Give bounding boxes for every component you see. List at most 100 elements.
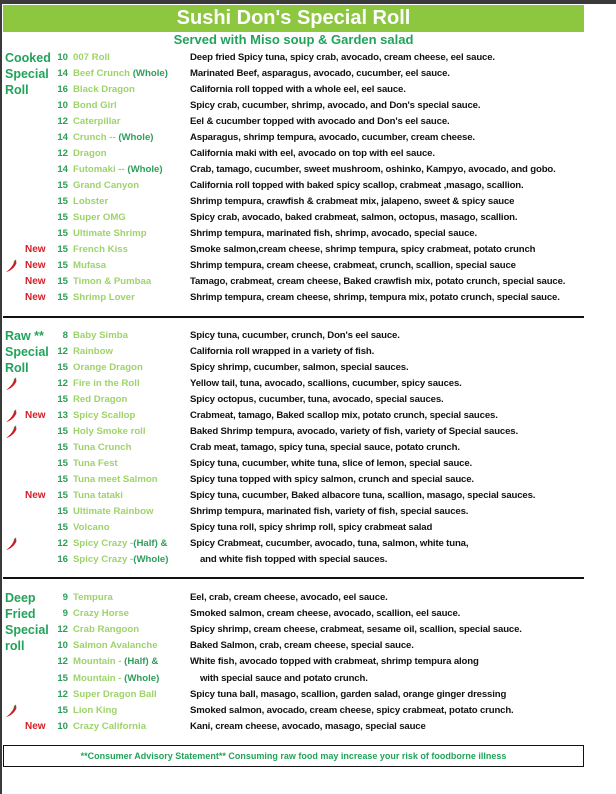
new-badge: New <box>25 244 46 255</box>
item-name: Mufasa <box>73 258 106 274</box>
menu-item: 9 Crazy Horse Smoked salmon, cream cheese,… <box>0 606 600 622</box>
item-name-text: Grand Canyon <box>73 180 140 191</box>
item-description: Crab meat, tamago, spicy tuna, special s… <box>190 442 460 453</box>
chili-pepper-icon <box>4 409 18 423</box>
item-name: 007 Roll <box>73 50 110 66</box>
item-description: Kani, cream cheese, avocado, masago, spe… <box>190 720 426 732</box>
item-price: 15 <box>57 196 68 207</box>
menu-item: 15 Tuna Fest Spicy tuna, cucumber, white t… <box>0 456 600 472</box>
item-price: 15 <box>57 490 68 501</box>
item-price: 15 <box>57 212 68 223</box>
item-size: (Half) & <box>133 538 168 549</box>
item-name-text: Rainbow <box>73 346 113 357</box>
item-name: Spicy Crazy -(Whole) <box>73 552 168 568</box>
menu-item: 10 Salmon Avalanche Baked Salmon, crab, cr… <box>0 638 600 654</box>
item-price: 8 <box>62 330 68 341</box>
new-badge: New <box>25 260 46 271</box>
item-description: California roll wrapped in a variety of … <box>190 346 375 357</box>
item-description: Asparagus, shrimp tempura, avocado, cucu… <box>190 132 475 143</box>
item-description: California roll topped with a whole eel,… <box>190 84 406 95</box>
item-price: 12 <box>57 624 68 636</box>
item-price: 15 <box>57 704 68 716</box>
item-description: with special sauce and potato crunch. <box>200 672 368 684</box>
item-name: Spicy Crazy -(Half) & <box>73 536 167 552</box>
menu-item: 10 Bond Girl Spicy crab, cucumber, shrimp,… <box>0 98 600 114</box>
item-description: Spicy Crabmeat, cucumber, avocado, tuna,… <box>190 538 469 549</box>
chili-pepper-icon <box>4 704 18 718</box>
item-price: 9 <box>62 608 68 620</box>
item-price: 15 <box>57 180 68 191</box>
section-label: Cooked <box>5 51 51 65</box>
item-name: Crazy Horse <box>73 606 129 622</box>
item-description: White fish, avocado topped with crabmeat… <box>190 656 479 668</box>
item-name-text: Volcano <box>73 522 110 533</box>
item-name: Tuna Fest <box>73 456 118 472</box>
item-description: Spicy crab, avocado, baked crabmeat, sal… <box>190 212 518 223</box>
item-price: 15 <box>57 672 68 684</box>
menu-item: New 15 French Kiss Smoke salmon,cream chees… <box>0 242 600 258</box>
item-description: Spicy tuna roll, spicy shrimp roll, spic… <box>190 522 433 533</box>
item-price: 15 <box>57 394 68 405</box>
item-name-text: Lion King <box>73 704 118 716</box>
item-name: Tuna Crunch <box>73 440 131 456</box>
menu-item: 16 Spicy Crazy -(Whole) and white fish top… <box>0 552 600 568</box>
item-description: California maki with eel, avocado on top… <box>190 148 435 159</box>
item-description: Shrimp tempura, cream cheese, crabmeat, … <box>190 260 516 271</box>
item-name: Volcano <box>73 520 110 536</box>
item-price: 16 <box>57 554 68 565</box>
item-price: 15 <box>57 362 68 373</box>
item-price: 12 <box>57 148 68 159</box>
item-price: 10 <box>57 720 68 732</box>
item-name: Super Dragon Ball <box>73 687 157 703</box>
menu-item: 14 Crunch -- (Whole) Asparagus, shrimp tem… <box>0 130 600 146</box>
section-label: roll <box>5 639 25 653</box>
menu-item: New 10 Crazy California Kani, cream cheese,… <box>0 719 600 735</box>
item-name: Crazy California <box>73 719 146 735</box>
item-name: Timon & Pumbaa <box>73 274 151 290</box>
item-description: Baked Salmon, crab, cream cheese, specia… <box>190 640 414 652</box>
chili-pepper-icon <box>4 537 18 551</box>
item-name: Ultimate Rainbow <box>73 504 154 520</box>
chili-pepper-icon <box>4 259 18 273</box>
new-badge: New <box>25 276 46 287</box>
item-price: 10 <box>57 52 68 63</box>
menu-item: New 15 Shrimp Lover Shrimp tempura, cream c… <box>0 290 600 306</box>
window-frame <box>0 0 616 4</box>
item-name: Salmon Avalanche <box>73 638 158 654</box>
item-description: Spicy tuna, cucumber, crunch, Don's eel … <box>190 330 400 341</box>
menu-item: 12 Fire in the Roll Yellow tail, tuna, avo… <box>0 376 600 392</box>
menu-item: 15 Ultimate Rainbow Shrimp tempura, marina… <box>0 504 600 520</box>
menu-item: 15 Tuna meet Salmon Spicy tuna topped with… <box>0 472 600 488</box>
item-name-text: 007 Roll <box>73 52 110 63</box>
item-name-text: Mountain - <box>73 656 125 668</box>
item-name-text: Holy Smoke roll <box>73 426 146 437</box>
item-price: 15 <box>57 522 68 533</box>
item-price: 15 <box>57 458 68 469</box>
menu-item: 15 Super OMG Spicy crab, avocado, baked cr… <box>0 210 600 226</box>
item-size: (Whole) <box>132 68 168 79</box>
item-description: Baked Shrimp tempura, avocado, variety o… <box>190 426 519 437</box>
section-divider <box>3 577 584 579</box>
item-name: Grand Canyon <box>73 178 139 194</box>
menu-item: New 15 Timon & Pumbaa Tamago, crabmeat, cre… <box>0 274 600 290</box>
section-label: Deep <box>5 591 36 605</box>
item-description: Spicy octopus, cucumber, tuna, avocado, … <box>190 394 444 405</box>
section-label: Roll <box>5 361 29 375</box>
item-price: 9 <box>62 592 68 603</box>
item-name: Rainbow <box>73 344 113 360</box>
menu-item: 15 Red Dragon Spicy octopus, cucumber, tun… <box>0 392 600 408</box>
menu-item: 15 Orange Dragon Spicy shrimp, cucumber, s… <box>0 360 600 376</box>
item-name-text: Mufasa <box>73 260 107 271</box>
item-name: Crunch -- (Whole) <box>73 130 153 146</box>
item-description: Smoked salmon, avocado, cream cheese, sp… <box>190 704 514 716</box>
item-name-text: Mountain - <box>73 672 125 684</box>
menu-item: 9 Tempura Eel, crab, cream cheese, avocado… <box>0 590 600 606</box>
item-price: 15 <box>57 474 68 485</box>
section-label: Special <box>5 67 49 81</box>
menu-item: 12 Dragon California maki with eel, avocad… <box>0 146 600 162</box>
item-description: Spicy tuna, cucumber, white tuna, slice … <box>190 458 473 469</box>
chili-pepper-icon <box>4 377 18 391</box>
menu-item: 15 Grand Canyon California roll topped wit… <box>0 178 600 194</box>
item-name: Shrimp Lover <box>73 290 135 306</box>
item-name: Caterpillar <box>73 114 120 130</box>
